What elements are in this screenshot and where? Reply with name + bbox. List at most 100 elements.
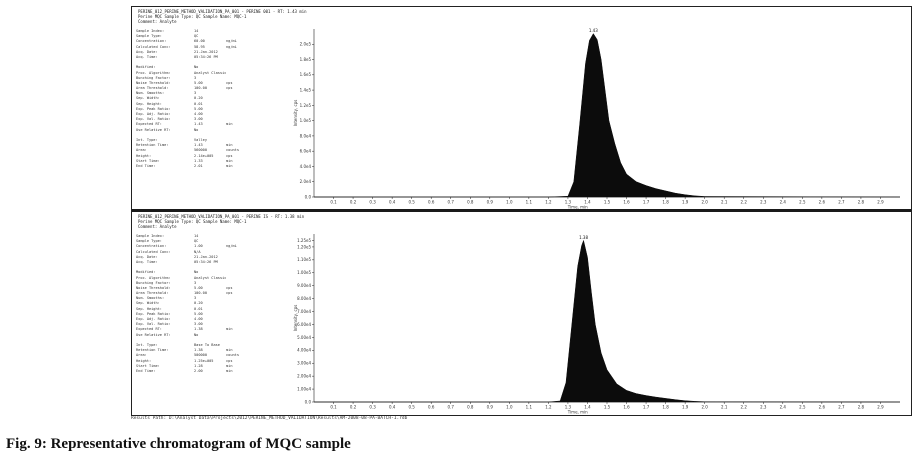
- info-key: Exp. Adj. Ratio:: [136, 317, 171, 321]
- info-row: End Time: 2.00 min: [136, 369, 296, 374]
- x-tick-label: 2.7: [838, 200, 845, 205]
- info-key: Acq. Date:: [136, 254, 158, 259]
- x-tick-label: 0.6: [428, 200, 435, 205]
- info-value: 5.00: [194, 80, 203, 85]
- x-tick-label: 2.3: [760, 405, 767, 410]
- x-tick-label: 0.5: [408, 405, 415, 410]
- info-row: Acq. Date: 21-Jan-2012: [136, 255, 296, 260]
- x-tick-label: 2.3: [760, 200, 767, 205]
- x-tick-label: 1.0: [506, 405, 513, 410]
- info-row: Acq. Date: 21-Jan-2012: [136, 50, 296, 55]
- chromatogram-panel-analyte: PERINE_012_PERINE_METHOD_VALIDATION_PA_0…: [132, 7, 911, 209]
- info-row: Noise Threshold: 5.00 cps: [136, 81, 296, 86]
- x-tick-label: 1.9: [682, 200, 689, 205]
- info-value: 1.38: [194, 348, 203, 353]
- info-row: Height: 2.14e+005 cps: [136, 154, 296, 159]
- info-key: End Time:: [136, 368, 156, 373]
- info-unit: min: [226, 348, 233, 353]
- x-tick-label: 2.5: [799, 200, 806, 205]
- info-value: 3.00: [194, 322, 203, 327]
- x-tick-label: 1.2: [545, 200, 552, 205]
- info-unit: counts: [226, 148, 239, 153]
- panel-header: PERINE_012_PERINE_METHOD_VALIDATION_PA_0…: [138, 214, 558, 229]
- info-key: Sep. Width:: [136, 96, 160, 101]
- info-row: Exp. Peak Ratio: 5.00: [136, 312, 296, 317]
- info-value: No: [194, 65, 199, 70]
- info-key: Concentration:: [136, 39, 167, 44]
- info-row: Int. Type: Valley: [136, 138, 296, 143]
- info-row: Noise Threshold: 5.00 cps: [136, 286, 296, 291]
- y-tick-label: 6.00e4: [297, 322, 311, 327]
- y-tick-label: 1.25e5: [297, 238, 311, 243]
- info-value: 0.01: [194, 101, 203, 106]
- info-value: 60.00: [194, 39, 205, 44]
- info-key: Num. Smooths:: [136, 91, 165, 96]
- x-tick-label: 1.2: [545, 405, 552, 410]
- info-key: Proc. Algorithm:: [136, 275, 171, 280]
- info-unit: min: [226, 368, 233, 373]
- x-tick-label: 1.6: [623, 405, 630, 410]
- info-key: Sample Type:: [136, 34, 162, 39]
- info-unit: counts: [226, 353, 239, 358]
- chromatogram-plot-internal-standard: 0.1 0.2 0.3 0.4 0.5 0.6 0.7 0.8 0.9 1.0 1.1 1.2 1.3 1…: [293, 234, 901, 414]
- y-tick-label: 8.0e4: [300, 133, 312, 138]
- info-value: QC: [194, 34, 199, 39]
- info-key: Int. Type:: [136, 137, 158, 142]
- info-unit: cps: [226, 358, 233, 363]
- info-row: Exp. Adj. Ratio: 4.00: [136, 317, 296, 322]
- info-row: End Time: 2.01 min: [136, 164, 296, 169]
- x-tick-label: 1.4: [584, 405, 591, 410]
- chromatogram-panel-internal-standard: PERINE_012_PERINE_METHOD_VALIDATION_PA_0…: [132, 212, 911, 414]
- info-unit: min: [226, 163, 233, 168]
- info-key: Exp. Peak Ratio:: [136, 311, 171, 316]
- info-value: 1.43: [194, 143, 203, 148]
- sample-info-table: Sample Index: 14 Sample Type: QC Concentrati…: [136, 234, 296, 374]
- y-tick-label: 9.00e4: [297, 283, 311, 288]
- x-tick-label: 0.8: [467, 200, 474, 205]
- info-unit: ng/mL: [226, 244, 237, 249]
- info-row: Area: 500000 counts: [136, 353, 296, 358]
- x-tick-label: 2.7: [838, 405, 845, 410]
- info-value: 05:34:26 PM: [194, 54, 218, 59]
- x-tick-label: 0.7: [448, 200, 455, 205]
- y-tick-label: 2.00e4: [297, 374, 311, 379]
- y-tick-label: 1.10e5: [297, 257, 311, 262]
- info-key: Area:: [136, 353, 147, 358]
- info-key: Sample Index:: [136, 29, 165, 33]
- chromatogram-peak: [314, 33, 901, 198]
- info-value: N/A: [194, 249, 201, 254]
- x-tick-label: 0.7: [448, 405, 455, 410]
- info-value: 5.00: [194, 106, 203, 111]
- info-value: No: [194, 332, 199, 337]
- info-unit: min: [226, 143, 233, 148]
- info-value: 58.95: [194, 44, 205, 49]
- info-row: Bunching Factor: 3: [136, 76, 296, 81]
- info-row: Retention Time: 1.38 min: [136, 348, 296, 353]
- header-line: Comment: Analyte: [138, 19, 177, 24]
- info-key: Sep. Width:: [136, 301, 160, 306]
- info-key: Noise Threshold:: [136, 285, 171, 290]
- x-tick-label: 0.3: [369, 405, 376, 410]
- x-tick-label: 0.2: [350, 405, 357, 410]
- info-row: Concentration: 60.00 ng/mL: [136, 39, 296, 44]
- info-key: Use Relative RT:: [136, 332, 171, 337]
- x-tick-label: 1.3: [565, 200, 572, 205]
- info-value: QC: [194, 239, 199, 244]
- x-axis-label: Time, min: [567, 205, 588, 210]
- info-key: Expected RT:: [136, 122, 162, 127]
- header-line: PERINE_012_PERINE_METHOD_VALIDATION_PA_0…: [138, 9, 307, 14]
- info-unit: cps: [226, 285, 233, 290]
- info-key: Modified:: [136, 270, 156, 275]
- info-key: Int. Type:: [136, 342, 158, 347]
- info-key: Start Time:: [136, 363, 160, 368]
- info-value: 3: [194, 91, 197, 96]
- header-line: Comment: Analyte: [138, 224, 177, 229]
- y-tick-label: 2.0e5: [300, 42, 312, 47]
- info-value: 2.01: [194, 163, 203, 168]
- info-row: Area: 560000 counts: [136, 148, 296, 153]
- info-value: 14: [194, 29, 199, 33]
- chromatogram-plot-analyte: 0.1 0.2 0.3 0.4 0.5 0.6 0.7 0.8 0.9 1.0 1.1 1.2 1.3 1…: [293, 28, 901, 210]
- info-value: 0.01: [194, 306, 203, 311]
- info-value: 5.00: [194, 285, 203, 290]
- x-tick-label: 1.6: [623, 200, 630, 205]
